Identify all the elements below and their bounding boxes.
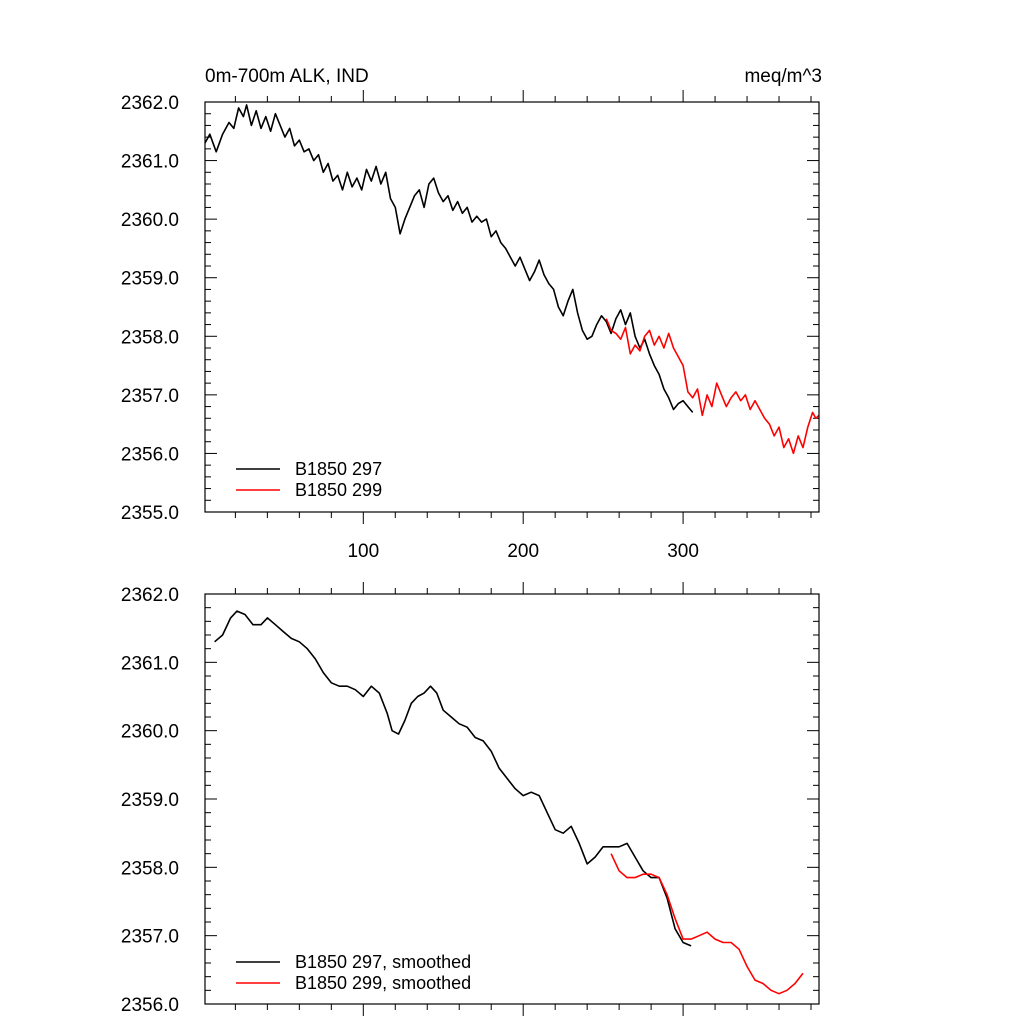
top-y-tick-label: 2359.0 <box>121 269 179 290</box>
top-chart-ticks <box>205 90 819 524</box>
top-y-tick-label: 2356.0 <box>121 444 179 465</box>
bottom-chart: 2356.0 2357.0 2358.0 2359.0 2360.0 2361.0 2362… <box>121 582 820 1016</box>
bottom-chart-series <box>214 610 804 995</box>
top-series-line-1 <box>204 104 694 413</box>
top-x-tick-label: 300 <box>667 541 699 562</box>
top-y-tick-label: 2360.0 <box>121 210 179 231</box>
bottom-chart-frame <box>204 593 820 1005</box>
top-chart-series <box>204 104 820 455</box>
top-chart: 0m-700m ALK, IND meq/m^3 2355.02356.0235… <box>121 66 822 562</box>
top-series-line-2 <box>605 318 820 455</box>
top-y-tick-label: 2358.0 <box>121 327 179 348</box>
bottom-y-tick-label: 2362.0 <box>121 585 179 606</box>
top-chart-title: 0m-700m ALK, IND <box>205 66 369 87</box>
top-chart-tick-labels: 2355.0 2356.0 2357.0 2358.0 2359.0 2360.0 2361… <box>121 93 699 562</box>
bottom-chart-ticks <box>205 582 819 1016</box>
bottom-chart-tick-labels: 2356.0 2357.0 2358.0 2359.0 2360.0 2361.0 2362… <box>121 585 179 1016</box>
top-y-tick-label: 2357.0 <box>121 386 179 407</box>
top-x-tick-label: 200 <box>507 541 539 562</box>
bottom-y-tick-label: 2360.0 <box>121 722 179 743</box>
top-chart-frame <box>204 101 820 513</box>
top-y-tick-label: 2355.0 <box>121 503 179 524</box>
top-legend-label-1: B1850 297 <box>295 459 382 479</box>
top-legend-label-2: B1850 299 <box>295 480 382 500</box>
bottom-y-tick-label: 2358.0 <box>121 858 179 879</box>
bottom-y-tick-label: 2361.0 <box>121 653 179 674</box>
bottom-y-tick-label: 2357.0 <box>121 927 179 948</box>
top-y-tick-label: 2361.0 <box>121 152 179 173</box>
bottom-y-tick-label: 2356.0 <box>121 995 179 1016</box>
bottom-series-line-1 <box>214 610 692 947</box>
bottom-legend-label-1: B1850 297, smoothed <box>295 952 471 972</box>
bottom-legend-label-2: B1850 299, smoothed <box>295 973 471 993</box>
top-chart-units: meq/m^3 <box>744 66 822 87</box>
bottom-y-tick-label: 2359.0 <box>121 790 179 811</box>
bottom-series-line-2 <box>610 853 804 995</box>
top-x-tick-label: 100 <box>347 541 379 562</box>
top-y-tick-label: 2362.0 <box>121 93 179 114</box>
